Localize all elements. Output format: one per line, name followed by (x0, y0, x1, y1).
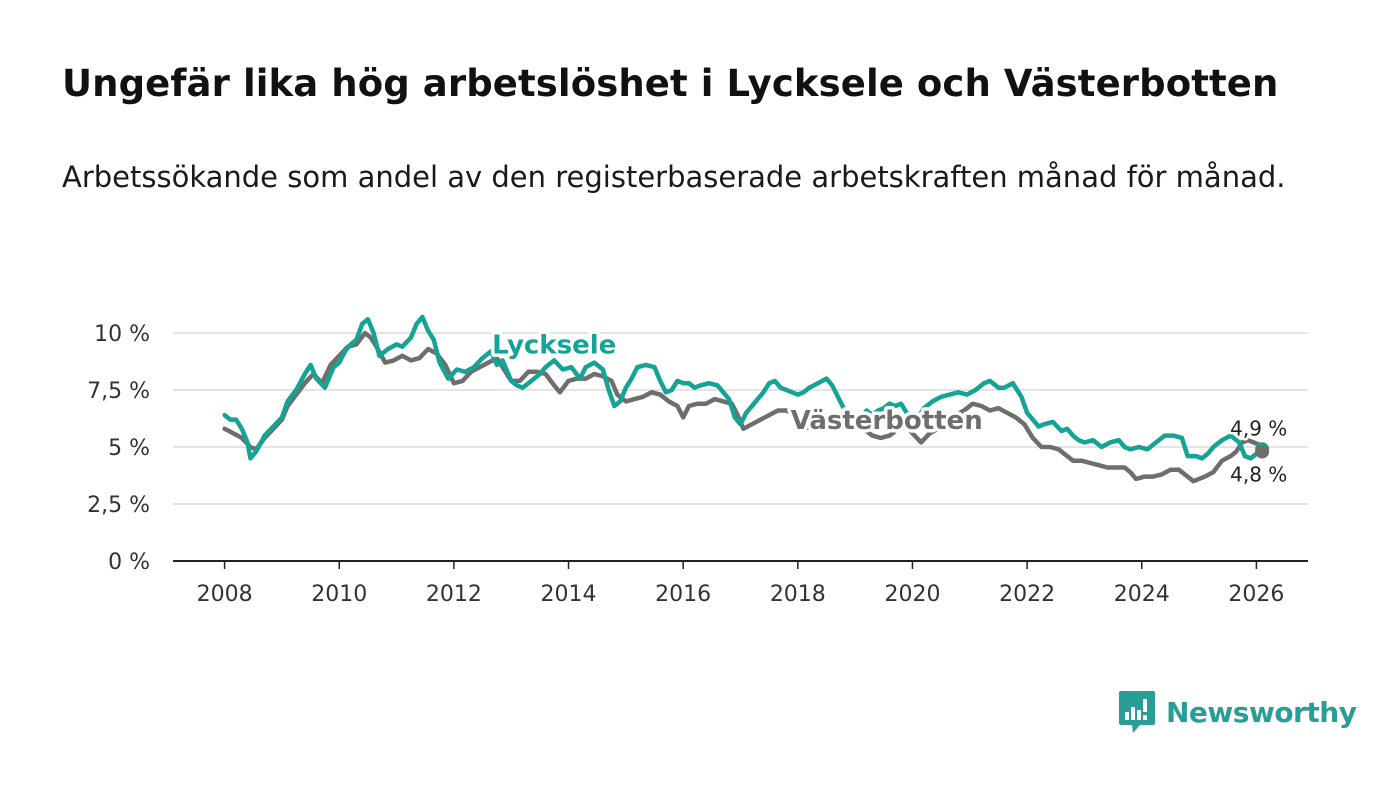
x-tick-label: 2026 (1228, 582, 1284, 607)
newsworthy-logo-icon (1119, 691, 1155, 733)
x-tick-label: 2020 (884, 582, 940, 607)
series-end-point (1255, 444, 1270, 459)
x-tick-label: 2016 (655, 582, 711, 607)
x-tick-label: 2014 (541, 582, 597, 607)
newsworthy-brand[interactable]: Newsworthy (1118, 690, 1357, 734)
chart-title: Ungefär lika hög arbetslöshet i Lycksele… (62, 62, 1279, 105)
x-tick-label: 2022 (999, 582, 1055, 607)
x-tick-label: 2010 (311, 582, 367, 607)
series-label: Lycksele (492, 331, 616, 361)
y-tick-label: 5 % (108, 436, 150, 461)
series-line-lycksele (222, 314, 1265, 461)
brand-name: Newsworthy (1166, 695, 1357, 729)
x-tick-label: 2024 (1114, 582, 1170, 607)
end-value-label: 4,8 % (1230, 463, 1287, 487)
series-label: Västerbotten (791, 406, 983, 436)
series-line-vsterbotten (222, 330, 1265, 484)
chart-subtitle: Arbetssökande som andel av den registerb… (62, 160, 1286, 194)
y-tick-label: 0 % (108, 550, 150, 575)
gridlines (173, 332, 1308, 505)
y-tick-label: 7,5 % (87, 379, 150, 404)
x-tick-label: 2008 (197, 582, 253, 607)
x-tick-label: 2012 (426, 582, 482, 607)
axes: 0 % 2,5 % 5 % 7,5 % 10 % 2008 2010 2012 2014 2016… (87, 322, 1308, 607)
series-lines (222, 314, 1270, 484)
end-value-label: 4,9 % (1230, 416, 1287, 440)
x-tick-label: 2018 (770, 582, 826, 607)
y-tick-label: 2,5 % (87, 493, 150, 518)
y-tick-label: 10 % (94, 322, 150, 347)
data-labels: Lycksele Västerbotten 4,9 % 4,8 % (489, 327, 1290, 489)
